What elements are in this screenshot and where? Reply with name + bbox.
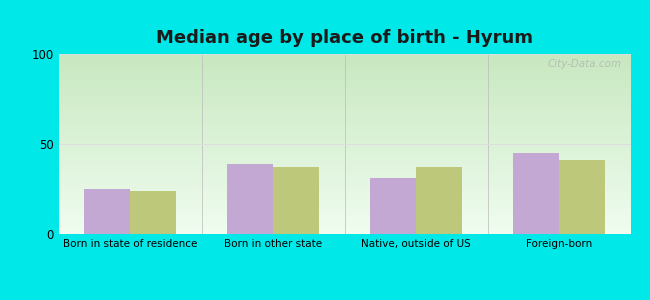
Bar — [130, 191, 176, 234]
Bar — [559, 160, 604, 234]
Bar — [84, 189, 130, 234]
Bar — [273, 167, 318, 234]
Bar — [514, 153, 559, 234]
Bar — [227, 164, 273, 234]
Text: City-Data.com: City-Data.com — [548, 59, 622, 69]
Bar — [370, 178, 416, 234]
Bar — [416, 167, 462, 234]
Title: Median age by place of birth - Hyrum: Median age by place of birth - Hyrum — [156, 29, 533, 47]
